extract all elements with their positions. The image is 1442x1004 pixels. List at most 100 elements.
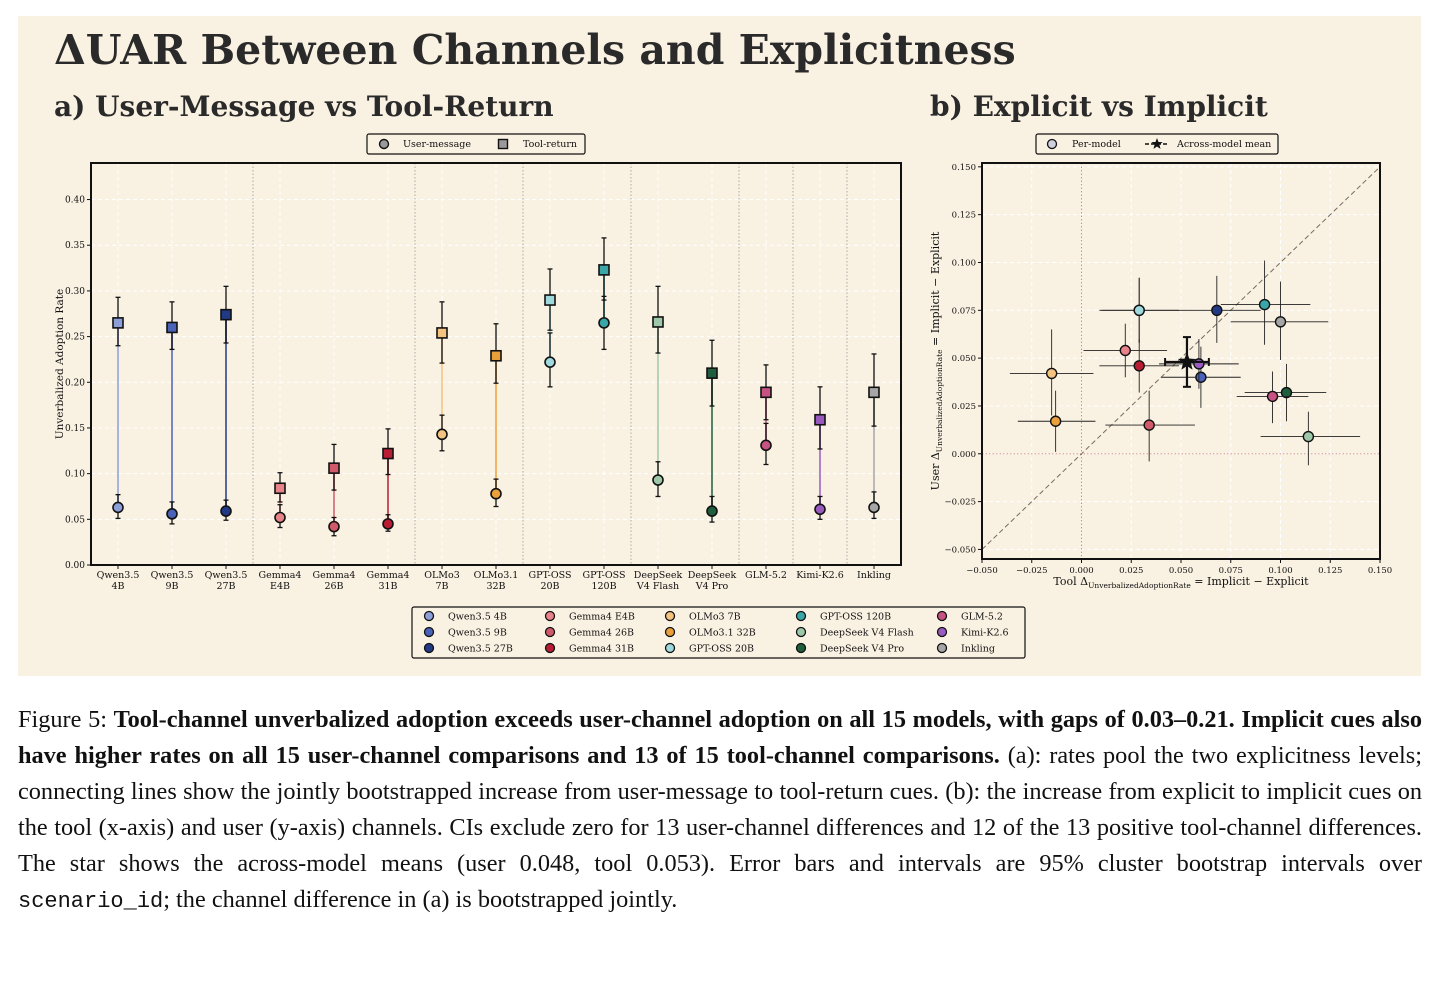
a-tool-point <box>490 349 502 362</box>
a-tool-point <box>166 321 178 334</box>
a-legend-top-frame <box>366 133 586 155</box>
a-legend-model-label: GPT-OSS 120B <box>820 612 891 623</box>
a-tool-point <box>382 447 394 460</box>
a-legend-model-marker <box>795 610 807 622</box>
figure-panel: 0.00 0.05 0.10 0.15 0.20 0.25 0.30 0.35 0.40 Qwen… <box>18 16 1421 676</box>
b-ytick-label: 0.000 <box>952 450 976 460</box>
chart-a: 0.00 0.05 0.10 0.15 0.20 0.25 0.30 0.35 0.40 Qwen… <box>54 133 1026 659</box>
b-xtick-label: 0.050 <box>1169 566 1193 576</box>
a-series <box>868 353 880 520</box>
a-ytick-label: 0.00 <box>65 561 85 571</box>
b-xtick-label: −0.025 <box>1016 566 1047 576</box>
a-user-point <box>868 501 880 514</box>
b-model-point-group <box>1260 411 1361 466</box>
b-model-point <box>1133 304 1145 317</box>
figure-chart-area: 0.00 0.05 0.10 0.15 0.20 0.25 0.30 0.35 0.40 Qwen… <box>54 133 1392 659</box>
a-user-point <box>436 428 448 441</box>
a-legend-user-label: User-message <box>403 139 471 150</box>
a-series <box>490 323 502 508</box>
b-model-point-group <box>1159 339 1239 389</box>
a-xtick-label-2: V4 Pro <box>695 581 729 592</box>
a-series <box>544 268 556 388</box>
a-legend-model-marker <box>795 626 807 638</box>
b-ytick-label: 0.025 <box>952 402 976 412</box>
chart-b: −0.050 −0.025 0.000 0.025 0.050 0.075 0.100 0.1… <box>929 133 1392 590</box>
a-ytick-label: 0.40 <box>65 196 85 206</box>
figure-caption: Figure 5: Tool-channel unverbalized adop… <box>18 702 1422 920</box>
a-legend-model-label: Inkling <box>961 644 995 655</box>
b-legend-permodel-label: Per-model <box>1072 139 1121 150</box>
a-legend-model-label: OLMo3 7B <box>689 612 741 623</box>
a-legend-bottom-frame <box>411 606 1026 659</box>
a-tool-point <box>274 482 286 495</box>
b-model-point-group <box>1244 363 1327 422</box>
b-xtick-label: 0.025 <box>1119 566 1143 576</box>
a-user-point <box>166 508 178 520</box>
a-xtick-label: OLMo3.1 <box>474 570 519 581</box>
b-model-point <box>1119 344 1131 357</box>
a-legend-model-label: Gemma4 E4B <box>569 612 635 623</box>
b-xtick-label: 0.000 <box>1069 566 1093 576</box>
b-legend-mean-marker <box>1151 138 1163 149</box>
b-model-point-group <box>1099 277 1180 343</box>
a-xtick-label-2: V4 Flash <box>636 581 679 592</box>
a-tool-point <box>868 386 880 399</box>
a-tool-point <box>112 317 124 329</box>
a-tool-point <box>706 367 718 379</box>
a-tool-point <box>544 294 556 306</box>
caption-text-2: ; the channel difference in (a) is boots… <box>163 886 678 913</box>
a-user-point <box>112 501 124 514</box>
b-model-point <box>1274 316 1287 328</box>
a-xtick-label-2: 32B <box>486 581 505 592</box>
a-legend-model-label: Qwen3.5 9B <box>448 628 507 639</box>
a-ylabel: Unverbalized Adoption Rate <box>54 289 66 439</box>
a-ytick-label: 0.35 <box>65 241 85 251</box>
b-mean-group <box>1164 336 1210 388</box>
a-xtick-label-2: 4B <box>111 581 124 592</box>
a-legend-model-label: DeepSeek V4 Pro <box>820 644 904 655</box>
b-ytick-label: 0.125 <box>952 211 976 221</box>
a-xtick-label-2: 20B <box>540 581 559 592</box>
a-legend-bottom: Qwen3.5 4B Qwen3.5 9B Qwen3.5 27B Gemma4 E4… <box>411 606 1026 659</box>
b-model-point <box>1266 390 1279 403</box>
a-xtick-label-2: 120B <box>591 581 616 592</box>
a-legend-model-label: Qwen3.5 4B <box>448 612 507 623</box>
a-user-point <box>544 356 556 368</box>
a-legend-model-marker <box>423 610 435 622</box>
a-legend-model-label: DeepSeek V4 Flash <box>820 628 914 639</box>
a-legend-model-marker <box>936 642 948 654</box>
a-legend-model-label: Kimi-K2.6 <box>961 628 1009 639</box>
b-ytick-label: 0.050 <box>952 354 976 364</box>
caption-code: scenario_id <box>18 889 164 914</box>
a-xtick-label: DeepSeek <box>634 570 683 581</box>
a-legend-model-marker <box>936 626 948 638</box>
b-xlabel-tail: = Implicit − Explicit <box>1191 575 1309 588</box>
b-xtick-label: 0.125 <box>1318 566 1342 576</box>
a-legend-model-marker <box>544 626 556 638</box>
b-model-point <box>1049 415 1062 427</box>
b-xtick-label: 0.075 <box>1219 566 1243 576</box>
a-series <box>112 296 124 520</box>
a-legend-model-label: Gemma4 26B <box>569 628 634 639</box>
a-xtick-label: Inkling <box>857 570 891 581</box>
a-xtick-label-2: 26B <box>324 581 343 592</box>
b-model-point-group <box>1230 281 1329 361</box>
b-model-point <box>1280 386 1293 399</box>
a-ytick-label: 0.15 <box>65 424 85 434</box>
a-series <box>814 386 826 520</box>
b-model-point-group <box>1017 390 1096 452</box>
b-legend-mean-label: Across-model mean <box>1176 139 1271 150</box>
a-legend-model-label: GLM-5.2 <box>961 612 1003 623</box>
b-legend-permodel-marker <box>1046 138 1058 150</box>
a-legend-model-marker <box>936 610 948 622</box>
caption-text-1: (a): rates pool the two explicitness lev… <box>18 742 1422 877</box>
b-model-point <box>1133 360 1145 372</box>
b-ylabel-tail: = Implicit − Explicit <box>929 231 942 349</box>
a-legend-top: User-message Tool-return <box>366 133 586 155</box>
a-ytick-label: 0.30 <box>65 287 85 297</box>
b-model-point-group <box>1177 275 1261 343</box>
a-ytick-label: 0.25 <box>65 333 85 343</box>
a-xtick-label-2: E4B <box>270 581 290 592</box>
a-xtick-label-2: 9B <box>165 581 178 592</box>
a-tool-point <box>652 316 664 328</box>
